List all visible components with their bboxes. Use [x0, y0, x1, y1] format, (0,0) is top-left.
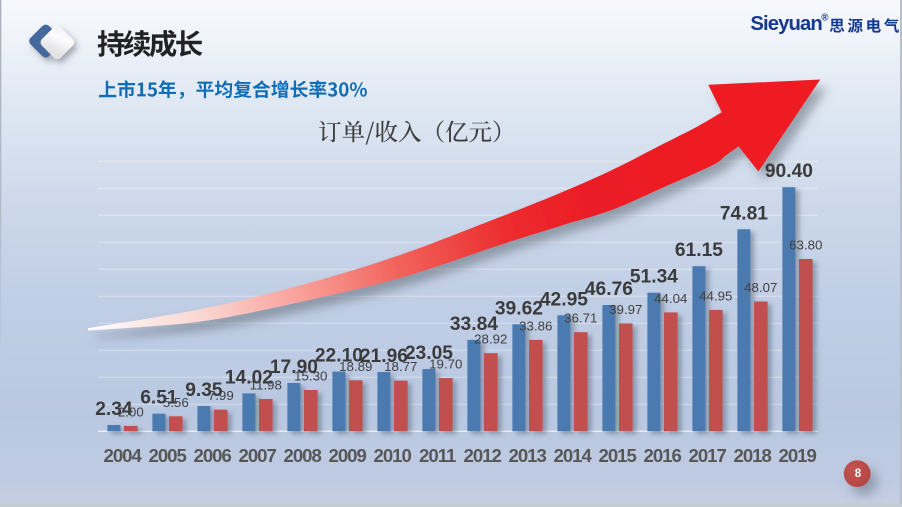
svg-text:Sieyuan: Sieyuan — [750, 13, 822, 35]
svg-text:21.96: 21.96 — [360, 346, 408, 367]
svg-text:39.62: 39.62 — [495, 298, 543, 319]
svg-text:2014: 2014 — [554, 445, 593, 466]
svg-text:2004: 2004 — [104, 445, 143, 466]
svg-text:2018: 2018 — [734, 445, 772, 466]
svg-text:2012: 2012 — [464, 445, 502, 466]
svg-text:51.34: 51.34 — [630, 267, 678, 288]
svg-text:6.51: 6.51 — [140, 388, 178, 409]
svg-text:22.10: 22.10 — [315, 346, 363, 367]
svg-text:2015: 2015 — [599, 445, 637, 466]
svg-text:2010: 2010 — [374, 445, 412, 466]
svg-text:39.97: 39.97 — [609, 302, 642, 317]
svg-text:8: 8 — [855, 468, 862, 480]
svg-text:®: ® — [821, 13, 829, 24]
svg-text:2.00: 2.00 — [118, 404, 144, 419]
svg-text:7.99: 7.99 — [208, 388, 234, 403]
svg-text:11.98: 11.98 — [250, 378, 282, 393]
svg-text:61.15: 61.15 — [675, 240, 723, 261]
svg-text:46.76: 46.76 — [585, 279, 633, 300]
svg-text:42.95: 42.95 — [540, 289, 588, 310]
svg-text:2016: 2016 — [644, 445, 682, 466]
svg-text:18.77: 18.77 — [384, 359, 417, 374]
svg-text:2005: 2005 — [149, 445, 187, 466]
svg-text:44.95: 44.95 — [699, 288, 732, 303]
svg-text:74.81: 74.81 — [720, 203, 768, 224]
svg-text:9.35: 9.35 — [185, 380, 223, 401]
svg-text:2013: 2013 — [509, 445, 547, 466]
svg-text:5.56: 5.56 — [163, 395, 189, 410]
svg-text:2011: 2011 — [419, 445, 456, 466]
svg-text:33.86: 33.86 — [519, 318, 552, 333]
svg-text:18.89: 18.89 — [339, 359, 372, 374]
svg-text:2007: 2007 — [239, 445, 277, 466]
svg-text:2008: 2008 — [284, 445, 322, 466]
svg-text:2017: 2017 — [689, 445, 727, 466]
svg-text:36.71: 36.71 — [564, 311, 597, 326]
svg-text:48.07: 48.07 — [744, 280, 777, 295]
svg-text:90.40: 90.40 — [765, 161, 813, 182]
svg-text:33.84: 33.84 — [450, 314, 498, 335]
svg-text:2.34: 2.34 — [95, 399, 133, 420]
svg-text:15.30: 15.30 — [294, 369, 327, 384]
svg-text:2009: 2009 — [329, 445, 367, 466]
svg-text:17.90: 17.90 — [270, 357, 318, 378]
svg-text:14.02: 14.02 — [225, 367, 273, 388]
svg-text:2019: 2019 — [779, 445, 817, 466]
svg-text:23.05: 23.05 — [405, 343, 453, 364]
svg-text:2006: 2006 — [194, 445, 232, 466]
svg-text:44.04: 44.04 — [654, 291, 687, 306]
svg-text:19.70: 19.70 — [429, 357, 462, 372]
svg-text:63.80: 63.80 — [789, 238, 822, 253]
svg-text:28.92: 28.92 — [474, 332, 507, 347]
